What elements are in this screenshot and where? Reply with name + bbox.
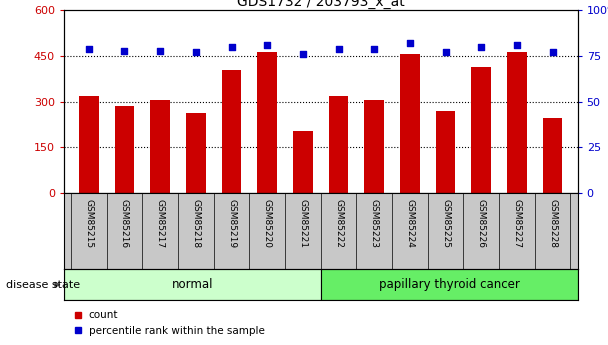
Bar (329, 96, 348, 193)
Bar (222, 70, 241, 193)
Text: GSM85220: GSM85220 (263, 199, 272, 248)
Point (191, 50, 201, 55)
Text: GSM85215: GSM85215 (85, 199, 93, 248)
Text: GSM85219: GSM85219 (227, 199, 236, 248)
Bar (150, 100, 170, 193)
Text: GSM85217: GSM85217 (156, 199, 165, 248)
Point (262, 42, 272, 48)
Text: normal: normal (171, 278, 213, 291)
Point (227, 44, 237, 50)
Point (477, 44, 486, 50)
Text: GSM85221: GSM85221 (299, 199, 308, 248)
Bar (64, 269, 321, 300)
Point (334, 46, 344, 51)
Bar (400, 54, 420, 193)
Bar (471, 67, 491, 193)
Title: GDS1732 / 203793_x_at: GDS1732 / 203793_x_at (237, 0, 404, 9)
Bar (79, 96, 98, 193)
Point (155, 48, 165, 53)
Bar (257, 52, 277, 193)
Text: GSM85218: GSM85218 (192, 199, 201, 248)
Text: GSM85224: GSM85224 (406, 199, 415, 248)
Point (84, 46, 94, 51)
Bar (293, 131, 313, 193)
Bar (507, 52, 527, 193)
Text: GSM85216: GSM85216 (120, 199, 129, 248)
Legend: count, percentile rank within the sample: count, percentile rank within the sample (69, 306, 269, 340)
Point (512, 42, 522, 48)
Text: GSM85227: GSM85227 (513, 199, 522, 248)
Bar (115, 106, 134, 193)
Bar (321, 269, 578, 300)
Text: disease state: disease state (6, 280, 80, 289)
Bar (543, 118, 562, 193)
Point (405, 40, 415, 46)
Point (370, 46, 379, 51)
Bar (436, 111, 455, 193)
Bar (186, 113, 206, 193)
Text: GSM85222: GSM85222 (334, 199, 343, 248)
Point (120, 48, 130, 53)
Text: GSM85228: GSM85228 (548, 199, 557, 248)
Point (548, 50, 558, 55)
Text: papillary thyroid cancer: papillary thyroid cancer (379, 278, 520, 291)
Bar (364, 100, 384, 193)
Point (298, 51, 308, 57)
Text: GSM85226: GSM85226 (477, 199, 486, 248)
Text: GSM85223: GSM85223 (370, 199, 379, 248)
Point (441, 50, 451, 55)
Text: GSM85225: GSM85225 (441, 199, 450, 248)
